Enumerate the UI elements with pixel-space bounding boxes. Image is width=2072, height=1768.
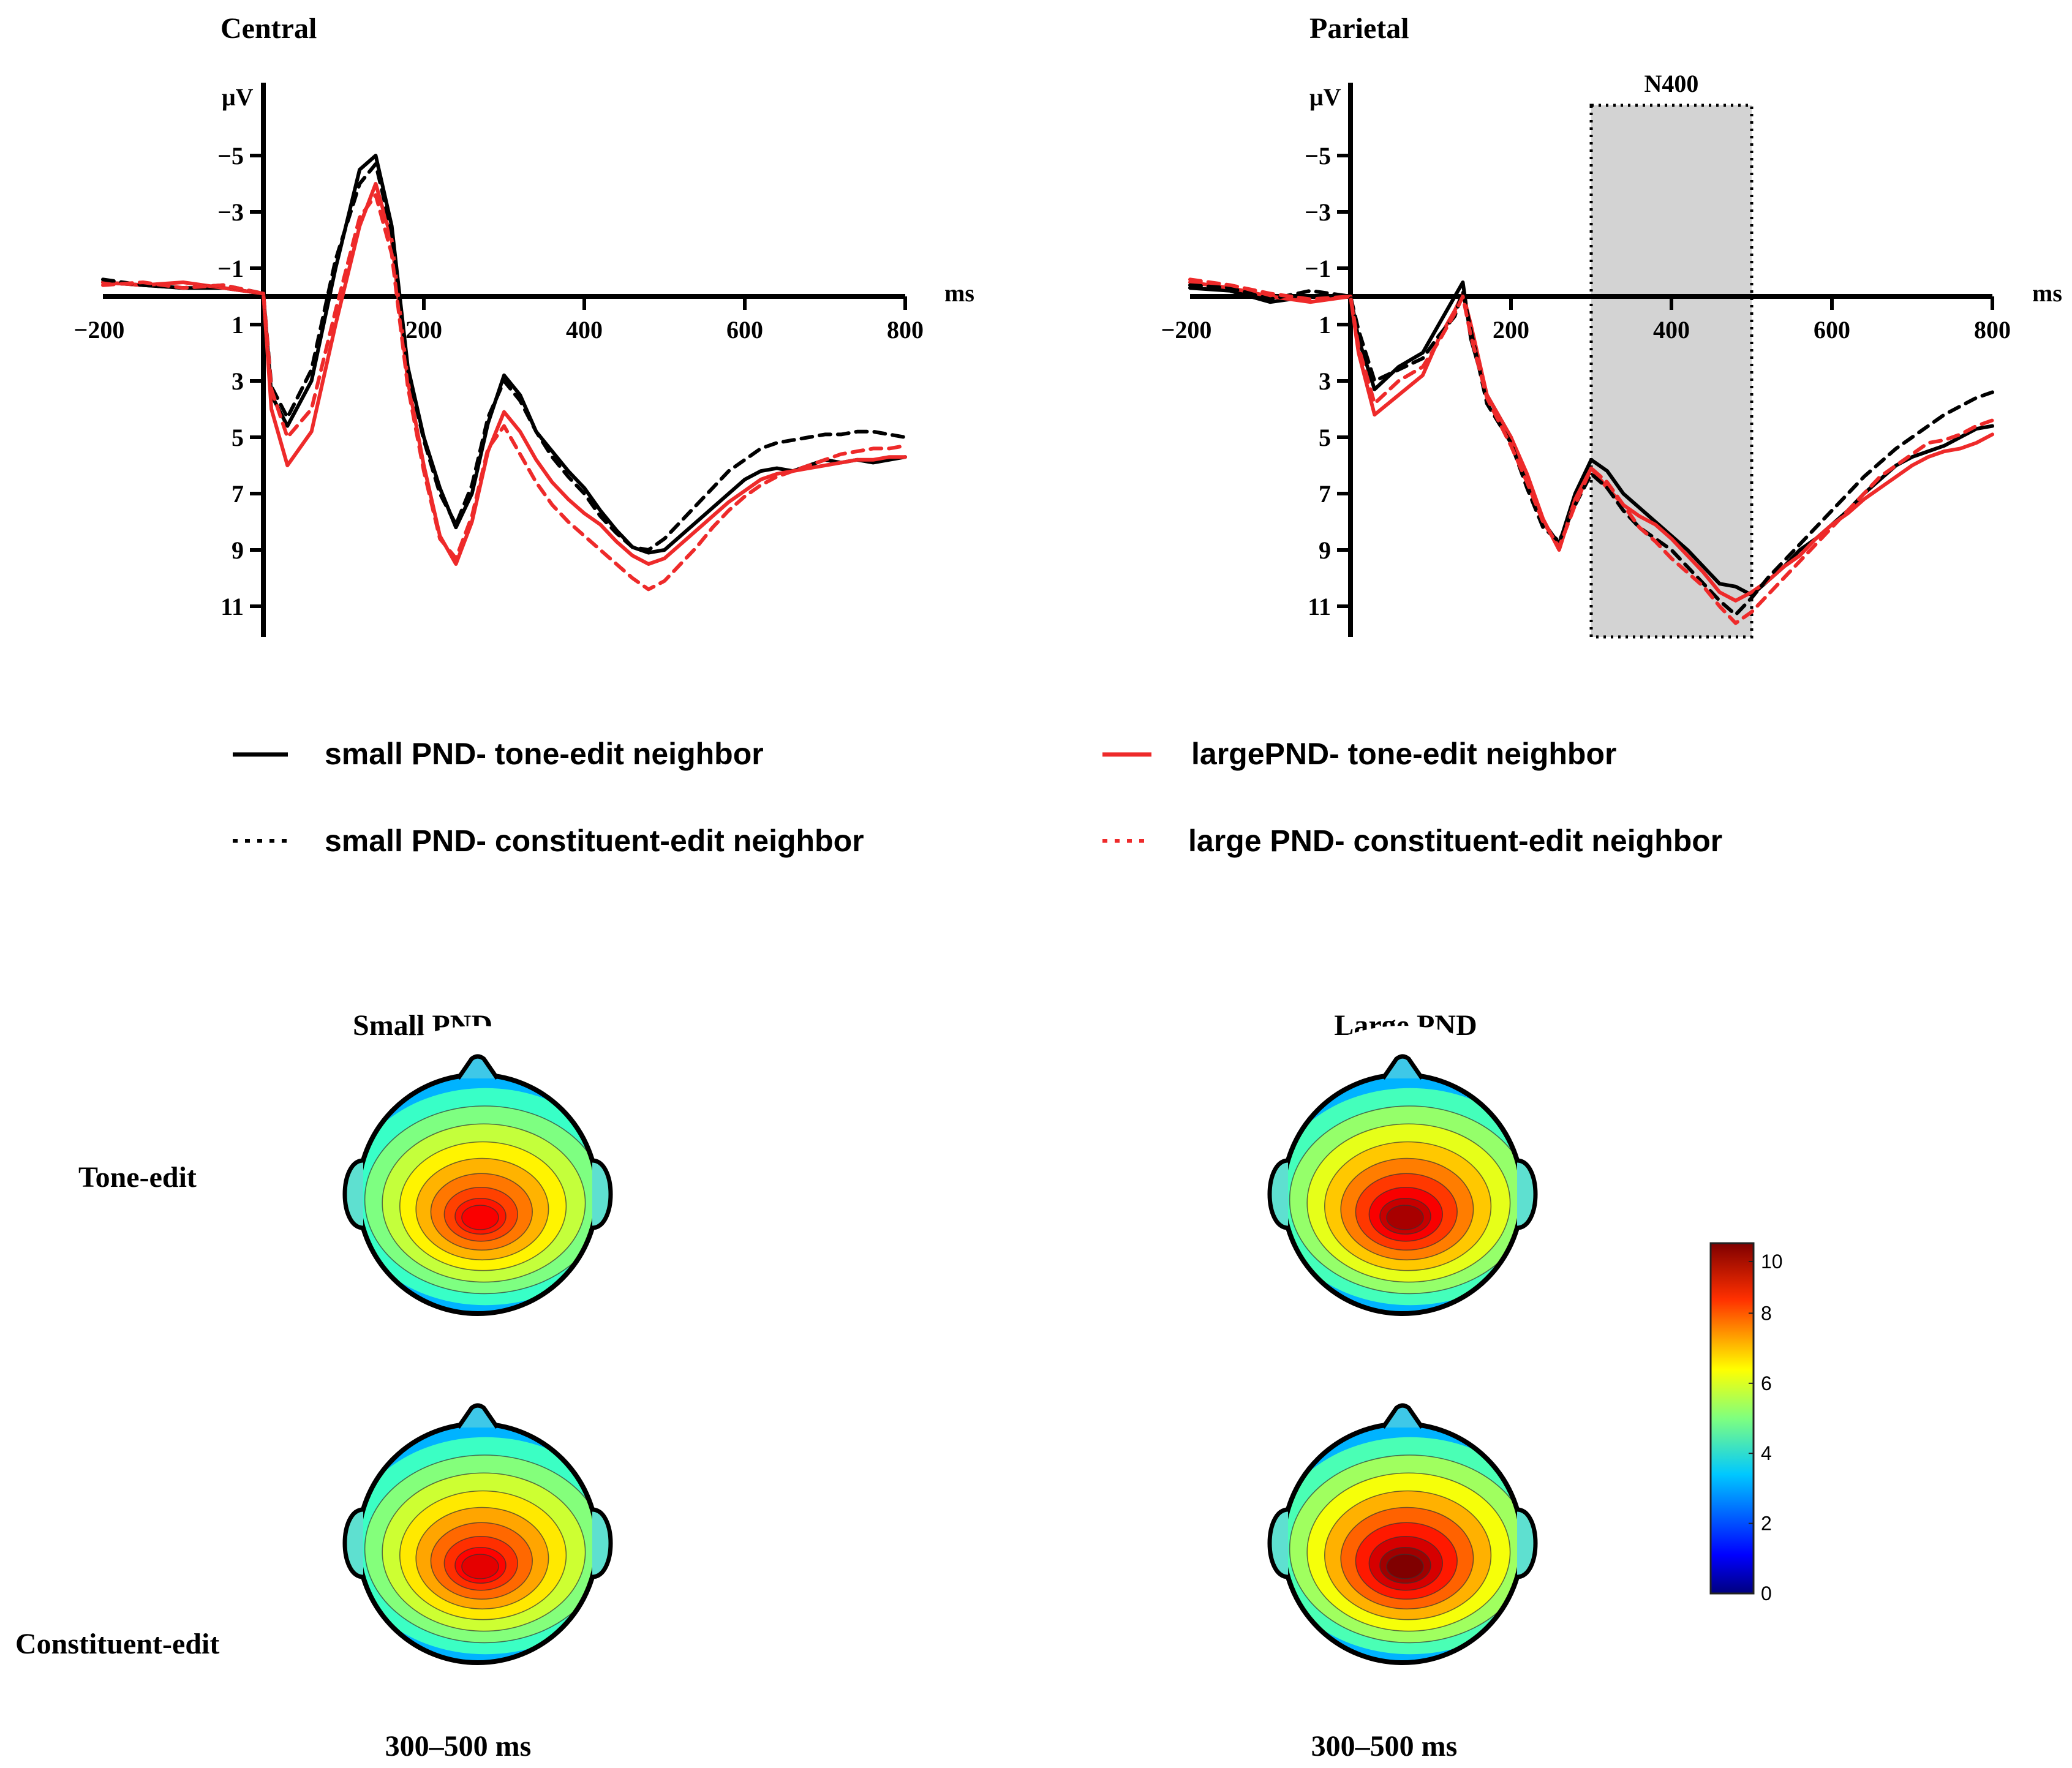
nose-icon [1381, 1054, 1424, 1080]
colorbar: 10 8 6 4 2 0 [1709, 1242, 1783, 1604]
left-ear-icon [1267, 1158, 1289, 1230]
x-tick-label: 600 [726, 316, 763, 344]
left-ear-icon [342, 1158, 364, 1230]
y-tick-label: −1 [217, 255, 244, 282]
x-tick-label: 400 [1653, 316, 1690, 344]
head-mask [1234, 1375, 1571, 1712]
y-tick-label: −3 [1305, 198, 1331, 226]
time-window-label: 300–500 ms [1311, 1730, 1458, 1762]
y-axis-label: μV [222, 83, 254, 111]
head-mask [309, 1375, 646, 1712]
legend-item: large PND- constituent-edit neighbor [1102, 824, 1722, 858]
x-tick-label: −200 [1161, 316, 1212, 344]
y-tick-label: 5 [1319, 424, 1331, 451]
left-ear-icon [1267, 1507, 1289, 1579]
nose-icon [1381, 1403, 1424, 1429]
topomap [309, 1026, 646, 1363]
y-tick-label: −1 [1305, 255, 1331, 282]
legend-item: largePND- tone-edit neighbor [1102, 737, 1616, 771]
y-tick-label: 1 [1319, 311, 1331, 339]
nose-icon [456, 1403, 499, 1429]
x-axis-label: ms [2032, 279, 2062, 307]
x-tick-label: 200 [405, 316, 442, 344]
legend-label: small PND- tone-edit neighbor [325, 737, 764, 771]
time-window-label: 300–500 ms [385, 1730, 532, 1762]
y-tick-label: 9 [1319, 536, 1331, 564]
y-tick-label: −3 [217, 198, 244, 226]
legend-item: small PND- tone-edit neighbor [233, 737, 764, 771]
topomap [1234, 1026, 1571, 1363]
topomap [1234, 1375, 1571, 1712]
series-line-small-dashed [101, 162, 907, 552]
right-ear-icon [1516, 1507, 1538, 1579]
x-tick-label: 800 [887, 316, 924, 344]
erp-panel-parietal: Parietal μV ms N400 −200 200 400 600 800 −5 −3… [1161, 12, 2062, 639]
y-tick-label: −5 [217, 142, 244, 170]
right-ear-icon [592, 1158, 613, 1230]
legend-label: large PND- constituent-edit neighbor [1188, 824, 1722, 858]
head-mask [1234, 1026, 1571, 1363]
y-tick-label: 7 [232, 480, 244, 508]
colorbar-tick-label: 6 [1761, 1372, 1772, 1394]
series-line-large-dashed [1188, 277, 1994, 625]
right-ear-icon [592, 1507, 613, 1579]
panel-title: Central [220, 12, 317, 45]
contour-band [461, 1554, 499, 1579]
legend-label: largePND- tone-edit neighbor [1191, 737, 1616, 771]
y-tick-label: 1 [232, 311, 244, 339]
contour-band [461, 1205, 499, 1230]
right-ear-icon [1516, 1158, 1538, 1230]
legend-item: small PND- constituent-edit neighbor [233, 824, 864, 858]
erp-panel-central: Central μV ms −200 200 400 600 800 −5 −3 −1 1 3 5 7… [74, 12, 974, 637]
y-tick-label: 11 [1308, 593, 1331, 620]
x-tick-label: 400 [566, 316, 603, 344]
y-tick-label: 9 [232, 536, 244, 564]
topomap [309, 1375, 646, 1712]
y-tick-label: 11 [220, 593, 244, 620]
colorbar-gradient [1709, 1242, 1755, 1595]
panel-title: Parietal [1309, 12, 1409, 45]
n400-label: N400 [1644, 70, 1699, 97]
series-line-small-dashed [1188, 283, 1994, 617]
left-ear-icon [342, 1507, 364, 1579]
nose-icon [456, 1054, 499, 1080]
contour-band [1386, 1205, 1424, 1230]
y-tick-label: 3 [1319, 367, 1331, 395]
y-tick-label: 5 [232, 424, 244, 451]
series-line-large-dashed [101, 193, 907, 592]
colorbar-tick-label: 8 [1761, 1302, 1772, 1324]
colorbar-tick-label: 10 [1761, 1251, 1783, 1273]
legend: small PND- tone-edit neighbor largePND- … [233, 737, 1722, 858]
series-line-large-solid [1188, 280, 1994, 603]
topomaps: Small PND Large PND Tone-edit Constituen… [15, 1009, 1783, 1762]
colorbar-tick-label: 2 [1761, 1513, 1772, 1535]
y-tick-label: −5 [1305, 142, 1331, 170]
colorbar-tick-label: 0 [1761, 1582, 1772, 1604]
n400-window [1589, 103, 1754, 639]
y-axis-label: μV [1309, 83, 1341, 111]
x-tick-label: 200 [1493, 316, 1529, 344]
x-tick-label: 600 [1814, 316, 1850, 344]
y-tick-label: 3 [232, 367, 244, 395]
row-label: Tone-edit [78, 1161, 197, 1194]
x-tick-label: −200 [74, 316, 125, 344]
x-axis-label: ms [944, 279, 974, 307]
colorbar-tick-label: 4 [1761, 1442, 1772, 1464]
y-tick-label: 7 [1319, 480, 1331, 508]
legend-label: small PND- constituent-edit neighbor [325, 824, 864, 858]
contour-band [1386, 1554, 1424, 1579]
row-label: Constituent-edit [15, 1628, 219, 1660]
x-tick-label: 800 [1974, 316, 2011, 344]
head-mask [309, 1026, 646, 1363]
